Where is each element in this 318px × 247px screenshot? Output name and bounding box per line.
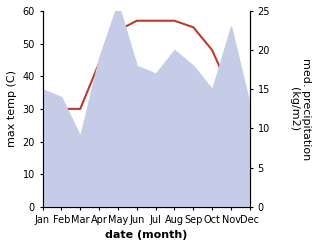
Y-axis label: med. precipitation
(kg/m2): med. precipitation (kg/m2) [289,58,311,160]
Y-axis label: max temp (C): max temp (C) [7,70,17,147]
X-axis label: date (month): date (month) [105,230,187,240]
